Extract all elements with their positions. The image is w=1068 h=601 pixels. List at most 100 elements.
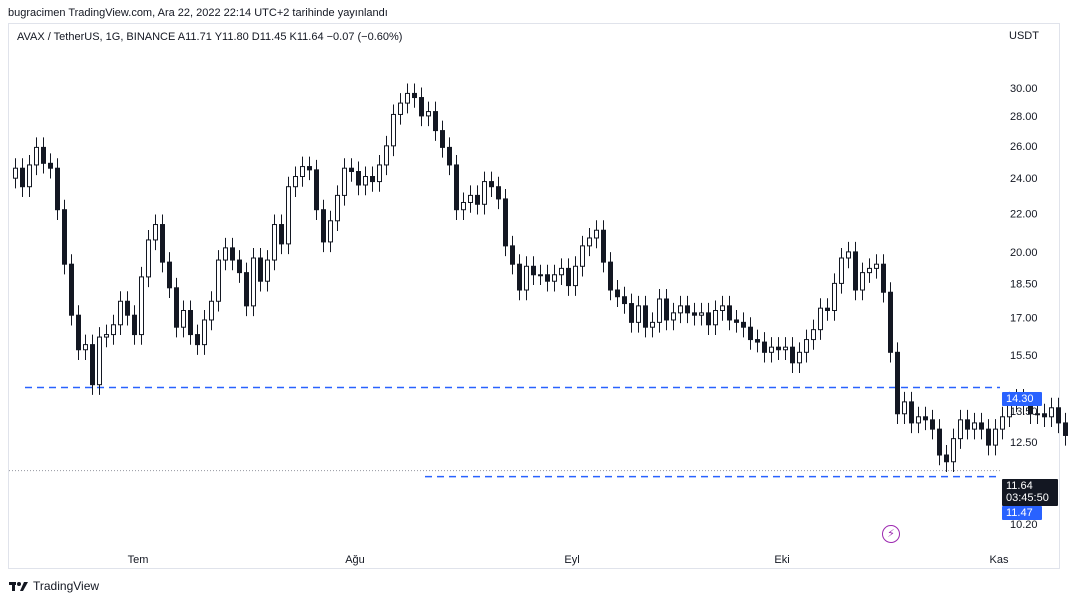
candle-body (62, 209, 67, 265)
candle-body (622, 296, 627, 305)
candle-body (475, 194, 480, 205)
candle-body (937, 428, 942, 456)
last-price: 11.64 (1006, 480, 1033, 492)
candle-body (461, 201, 466, 211)
candle-body (188, 310, 193, 336)
candle-body (657, 298, 662, 323)
candle-body (1049, 407, 1054, 418)
candle-body (895, 351, 900, 415)
candle-body (524, 265, 529, 291)
candle-body (237, 259, 242, 274)
x-tick-label: Eyl (564, 554, 579, 566)
candle-body (384, 145, 389, 166)
candle-body (55, 167, 60, 211)
symbol-legend: AVAX / TetherUS, 1G, BINANCE A11.71 Y11.… (17, 31, 402, 43)
y-tick-label: 15.50 (1010, 350, 1038, 362)
candle-body (958, 419, 963, 440)
candle-body (482, 181, 487, 205)
candle-body (503, 198, 508, 247)
y-tick-label: 28.00 (1010, 111, 1038, 123)
chart-area[interactable] (8, 23, 1060, 569)
candle-body (580, 245, 585, 267)
candle-body (342, 167, 347, 196)
candle-body (27, 164, 32, 188)
publication-line: bugracimen TradingView.com, Ara 22, 2022… (8, 7, 388, 19)
candle-body (916, 416, 921, 424)
candle-body (34, 146, 39, 166)
candle-body (468, 194, 473, 203)
candle-body (76, 314, 81, 351)
candle-body (531, 265, 536, 276)
candle-body (790, 346, 795, 364)
candle-body (223, 247, 228, 261)
y-tick-label: 13.50 (1010, 406, 1038, 418)
candle-body (1042, 413, 1047, 418)
candle-body (741, 321, 746, 328)
candle-body (13, 167, 18, 179)
ohlc-values: A11.71 Y11.80 D11.45 K11.64 −0.07 (−0.60… (177, 31, 403, 43)
candle-body (41, 146, 46, 164)
candle-body (496, 186, 501, 200)
x-tick-label: Kas (990, 554, 1009, 566)
countdown: 03:45:50 (1006, 492, 1049, 504)
candle-body (993, 428, 998, 446)
y-tick-label: 24.00 (1010, 173, 1038, 185)
candle-body (839, 257, 844, 284)
candle-body (636, 305, 641, 323)
candle-body (160, 224, 165, 263)
candle-body (699, 312, 704, 316)
candle-body (713, 310, 718, 326)
y-tick-label: 17.00 (1010, 313, 1038, 325)
candle-body (104, 334, 109, 338)
candle-body (251, 257, 256, 307)
candle-body (363, 176, 368, 186)
symbol-line: AVAX / TetherUS, 1G, BINANCE (17, 31, 176, 43)
candle-body (286, 186, 291, 245)
candle-body (965, 419, 970, 430)
candle-body (426, 111, 431, 117)
candle-body (846, 251, 851, 259)
candle-body (734, 319, 739, 323)
candle-body (307, 166, 312, 171)
candle-body (664, 298, 669, 321)
candle-body (202, 319, 207, 346)
candle-body (69, 263, 74, 316)
x-tick-label: Ağu (345, 554, 365, 566)
candle-body (132, 314, 137, 336)
candle-body (125, 300, 130, 316)
candle-body (587, 237, 592, 247)
candle-body (888, 291, 893, 353)
x-tick-label: Tem (128, 554, 149, 566)
candle-body (944, 454, 949, 463)
candle-body (146, 239, 151, 278)
candle-body (972, 422, 977, 430)
level-label-low: 11.47 (1002, 506, 1042, 520)
candle-body (986, 428, 991, 446)
candle-body (566, 267, 571, 287)
y-tick-label: 22.00 (1010, 208, 1038, 220)
candle-body (293, 176, 298, 188)
candle-body (447, 146, 452, 166)
candle-body (370, 176, 375, 183)
x-tick-label: Eki (774, 554, 789, 566)
candle-body (678, 305, 683, 314)
candle-body (489, 181, 494, 188)
candle-body (209, 300, 214, 321)
candle-body (391, 113, 396, 147)
level-lines (9, 386, 1000, 478)
candle-body (510, 245, 515, 265)
candle-body (804, 339, 809, 353)
candle-body (538, 274, 543, 277)
candle-body (783, 346, 788, 351)
candle-body (650, 321, 655, 328)
candle-body (328, 220, 333, 243)
candle-body (545, 274, 550, 282)
last-price-label: 11.64 03:45:50 (1002, 479, 1058, 506)
candle-body (951, 438, 956, 463)
candle-body (111, 324, 116, 336)
flash-icon[interactable]: ⚡ (882, 525, 900, 543)
y-tick-label: 26.00 (1010, 141, 1038, 153)
candle-body (559, 267, 564, 276)
brand-name: TradingView (33, 579, 100, 593)
